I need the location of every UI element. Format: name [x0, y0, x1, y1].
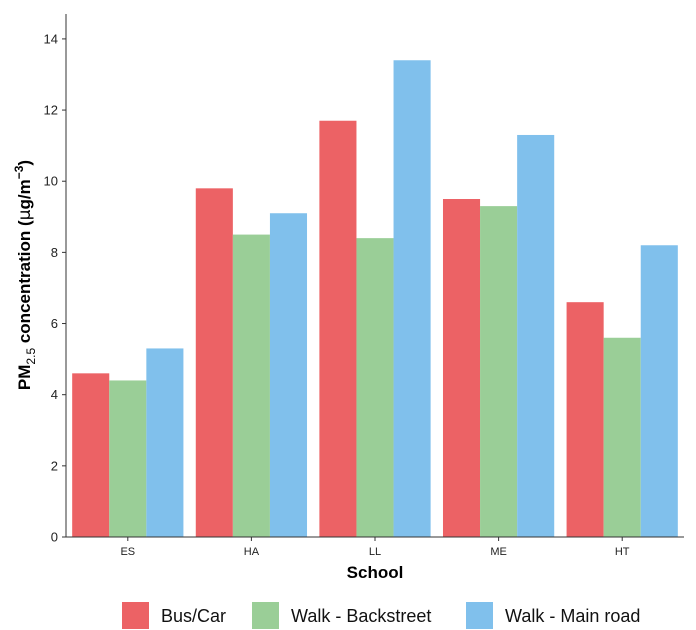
bar-ha-2: [232, 234, 270, 538]
x-axis-title: School: [347, 563, 404, 582]
legend-key-3: [466, 602, 493, 629]
bar-me-2: [480, 206, 518, 538]
bar-ll-2: [356, 238, 394, 537]
bar-es-3: [146, 348, 184, 537]
bar-ht-1: [566, 302, 604, 537]
bar-ht-3: [640, 245, 678, 538]
bar-ha-1: [195, 188, 233, 538]
y-tick-label: 0: [51, 530, 58, 545]
legend-label-2: Walk - Backstreet: [291, 606, 431, 626]
y-tick-label: 12: [44, 103, 58, 118]
bar-ht-2: [603, 337, 641, 537]
y-ticks: 0 2 4 6 8 10 12 14: [44, 31, 66, 545]
y-tick-label: 8: [51, 245, 58, 260]
x-tick-label: HT: [615, 546, 630, 558]
bar-ll-3: [393, 60, 431, 537]
y-tick-label: 6: [51, 316, 58, 331]
legend-key-2: [252, 602, 279, 629]
bar-me-3: [517, 134, 555, 537]
bars-layer: [72, 60, 678, 538]
x-tick-label: LL: [369, 546, 381, 558]
y-tick-label: 10: [44, 174, 58, 189]
bar-ll-1: [319, 120, 357, 538]
bar-me-1: [442, 199, 481, 537]
y-tick-label: 4: [51, 387, 58, 402]
y-axis-title: PM2.5 concentration (μg/m−3): [12, 160, 38, 390]
bar-es-1: [72, 373, 110, 537]
legend-key-1: [122, 602, 149, 629]
bar-es-2: [109, 380, 147, 537]
legend: Bus/Car Walk - Backstreet Walk - Main road: [122, 602, 640, 629]
y-tick-label: 14: [44, 31, 58, 46]
x-tick-label: HA: [244, 546, 260, 558]
legend-label-1: Bus/Car: [161, 606, 226, 626]
bar-ha-3: [269, 213, 308, 537]
legend-label-3: Walk - Main road: [505, 606, 640, 626]
x-tick-label: ME: [490, 546, 507, 558]
x-tick-label: ES: [120, 546, 135, 558]
y-tick-label: 2: [51, 458, 58, 473]
x-ticks: ES HA LL ME HT: [120, 537, 630, 558]
